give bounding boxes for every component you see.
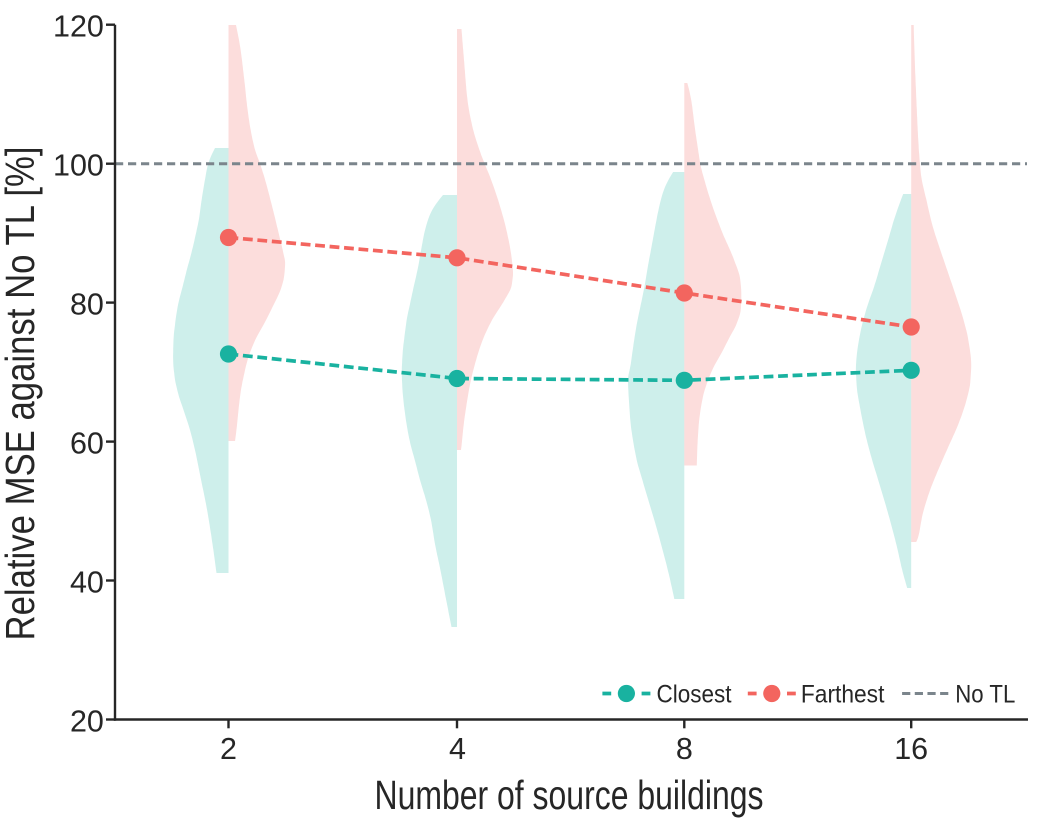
svg-text:Relative MSE against No TL [%]: Relative MSE against No TL [%] [0,147,43,641]
svg-text:60: 60 [70,427,104,461]
svg-text:2: 2 [220,732,237,766]
svg-text:Number of source buildings: Number of source buildings [375,772,764,818]
svg-text:Closest: Closest [657,681,732,709]
svg-text:80: 80 [70,288,104,322]
svg-text:8: 8 [676,732,693,766]
svg-text:20: 20 [70,704,104,738]
svg-text:100: 100 [53,149,104,183]
svg-text:Farthest: Farthest [801,681,885,709]
svg-text:40: 40 [70,565,104,599]
svg-text:4: 4 [449,732,466,766]
svg-text:No TL: No TL [955,681,1015,709]
svg-text:16: 16 [894,732,928,766]
svg-text:120: 120 [53,10,104,44]
